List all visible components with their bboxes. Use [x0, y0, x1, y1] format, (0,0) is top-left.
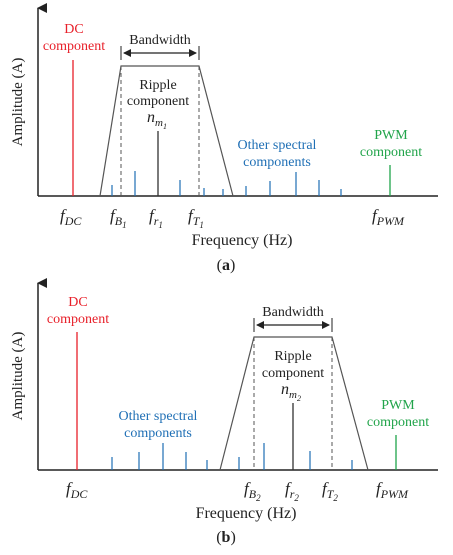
pwm-label-line1: PWM [374, 128, 408, 143]
dc-label-line1: DC [68, 295, 87, 310]
y-axis-label: Amplitude (A) [10, 332, 26, 421]
pwm-label-line2: component [360, 145, 422, 160]
other-label-line2: components [124, 426, 192, 441]
other-spectral-lines [111, 171, 342, 196]
tick-f-t: fT1 [188, 206, 204, 230]
tick-f-dc: fDC [60, 206, 82, 228]
panel-b: Amplitude (A) Bandwidth DC component Rip… [10, 278, 438, 546]
bandwidth-window [99, 65, 234, 197]
tick-labels: fDC fB1 fr1 fT1 fPWM [60, 206, 405, 230]
ripple-label-line2: component [127, 94, 189, 109]
dc-label-line2: component [47, 312, 109, 327]
tick-f-dc: fDC [66, 479, 88, 501]
tick-f-b: fB2 [244, 479, 261, 503]
panel-caption: (b) [216, 529, 236, 546]
ripple-label-line1: Ripple [274, 349, 311, 364]
ripple-symbol: nm2 [281, 381, 301, 403]
pwm-label-line1: PWM [381, 398, 415, 413]
tick-f-t: fT2 [322, 479, 338, 503]
tick-f-r: fr1 [149, 206, 163, 230]
x-axis-label: Frequency (Hz) [192, 232, 293, 249]
other-label-line2: components [243, 155, 311, 170]
bandwidth-window [219, 336, 369, 471]
panel-a: Amplitude (A) Bandwidth DC component Rip… [10, 3, 438, 274]
dc-label-line1: DC [64, 22, 83, 37]
other-label-line1: Other spectral [119, 409, 198, 424]
tick-labels: fDC fB2 fr2 fT2 fPWM [66, 479, 409, 503]
tick-f-r: fr2 [285, 479, 299, 503]
bandwidth-label: Bandwidth [129, 33, 190, 48]
tick-f-pwm: fPWM [376, 479, 409, 501]
other-label-line1: Other spectral [238, 138, 317, 153]
ripple-symbol: nm1 [147, 109, 167, 131]
y-axis-label: Amplitude (A) [10, 58, 26, 147]
tick-f-pwm: fPWM [372, 206, 405, 228]
x-axis-label: Frequency (Hz) [196, 505, 297, 522]
ripple-label-line2: component [262, 366, 324, 381]
ripple-label-line1: Ripple [139, 78, 176, 93]
other-spectral-lines [111, 443, 353, 470]
tick-f-b: fB1 [110, 206, 127, 230]
dc-label-line2: component [43, 39, 105, 54]
pwm-label-line2: component [367, 415, 429, 430]
panel-caption: (a) [217, 257, 236, 274]
bandwidth-label: Bandwidth [262, 305, 323, 320]
